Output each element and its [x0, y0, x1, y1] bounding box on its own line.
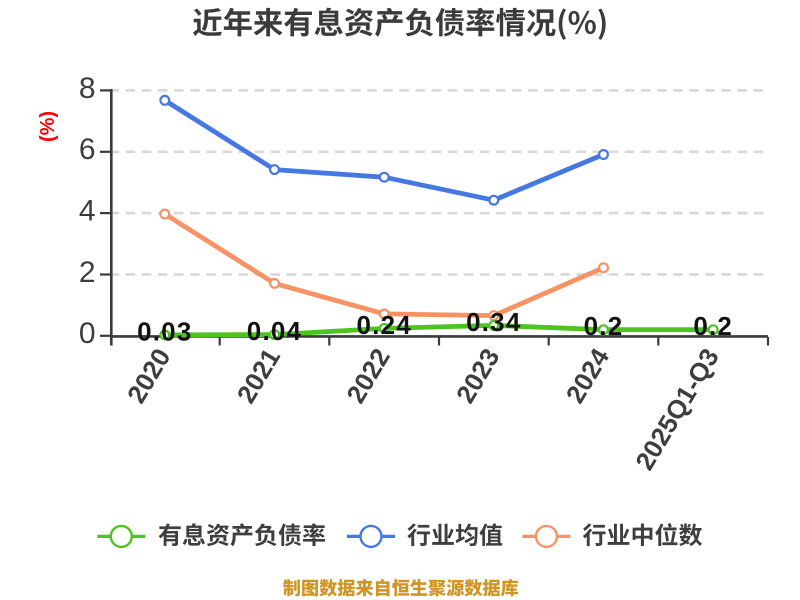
svg-text:0.03: 0.03 [137, 316, 192, 346]
svg-text:0: 0 [79, 317, 96, 350]
svg-text:(%): (%) [37, 111, 59, 142]
svg-text:6: 6 [79, 133, 96, 166]
svg-text:0.04: 0.04 [247, 316, 302, 346]
svg-text:8: 8 [79, 72, 96, 105]
svg-text:2: 2 [79, 256, 96, 289]
svg-text:4: 4 [79, 195, 96, 228]
svg-text:0.34: 0.34 [466, 307, 521, 337]
svg-text:0.2: 0.2 [584, 311, 624, 341]
svg-text:0.24: 0.24 [356, 310, 411, 340]
svg-text:0.2: 0.2 [693, 311, 733, 341]
